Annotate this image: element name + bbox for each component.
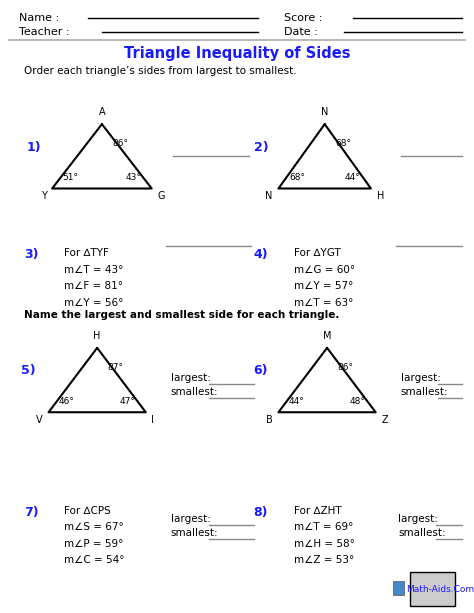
Text: For ∆ZHT: For ∆ZHT bbox=[294, 506, 341, 516]
Text: Score :: Score : bbox=[284, 13, 323, 23]
Text: 1): 1) bbox=[26, 140, 41, 154]
Text: Name the largest and smallest side for each triangle.: Name the largest and smallest side for e… bbox=[24, 310, 339, 319]
Text: m∠H = 58°: m∠H = 58° bbox=[294, 539, 355, 549]
Text: m∠Y = 56°: m∠Y = 56° bbox=[64, 298, 123, 308]
Text: 5): 5) bbox=[21, 364, 36, 378]
Text: 3): 3) bbox=[24, 248, 38, 261]
Text: m∠T = 63°: m∠T = 63° bbox=[294, 298, 353, 308]
Text: 43°: 43° bbox=[126, 173, 141, 183]
Text: 87°: 87° bbox=[108, 363, 124, 372]
Text: largest:: largest: bbox=[171, 373, 210, 383]
Text: smallest:: smallest: bbox=[171, 528, 218, 538]
Text: Order each triangle’s sides from largest to smallest.: Order each triangle’s sides from largest… bbox=[24, 66, 296, 75]
Text: 44°: 44° bbox=[289, 397, 305, 406]
Text: 44°: 44° bbox=[345, 173, 360, 183]
Bar bbox=[393, 581, 404, 595]
Text: smallest:: smallest: bbox=[171, 387, 218, 397]
Text: largest:: largest: bbox=[398, 514, 438, 524]
Text: H: H bbox=[93, 331, 101, 341]
Bar bbox=[410, 572, 455, 606]
Text: For ∆TYF: For ∆TYF bbox=[64, 248, 109, 258]
Text: For ∆YGT: For ∆YGT bbox=[294, 248, 341, 258]
Text: 4): 4) bbox=[254, 248, 268, 261]
Text: Date :: Date : bbox=[284, 27, 318, 37]
Text: largest:: largest: bbox=[401, 373, 440, 383]
Text: m∠T = 43°: m∠T = 43° bbox=[64, 265, 123, 275]
Text: 8): 8) bbox=[254, 506, 268, 519]
Text: N: N bbox=[265, 191, 273, 201]
Text: m∠C = 54°: m∠C = 54° bbox=[64, 555, 125, 565]
Text: m∠T = 69°: m∠T = 69° bbox=[294, 522, 353, 532]
Text: m∠P = 59°: m∠P = 59° bbox=[64, 539, 123, 549]
Text: 6): 6) bbox=[254, 364, 268, 378]
Text: 48°: 48° bbox=[349, 397, 365, 406]
Text: smallest:: smallest: bbox=[398, 528, 446, 538]
Text: 46°: 46° bbox=[59, 397, 75, 406]
Text: Triangle Inequality of Sides: Triangle Inequality of Sides bbox=[124, 46, 350, 61]
Text: A: A bbox=[99, 107, 105, 118]
Text: m∠S = 67°: m∠S = 67° bbox=[64, 522, 124, 532]
Text: m∠F = 81°: m∠F = 81° bbox=[64, 281, 123, 291]
Text: smallest:: smallest: bbox=[401, 387, 448, 397]
Text: 51°: 51° bbox=[63, 173, 79, 183]
Text: Teacher :: Teacher : bbox=[19, 27, 70, 37]
Text: N: N bbox=[321, 107, 328, 118]
Text: 2): 2) bbox=[254, 140, 268, 154]
Text: 86°: 86° bbox=[337, 363, 354, 372]
Text: V: V bbox=[36, 414, 43, 425]
Text: m∠Y = 57°: m∠Y = 57° bbox=[294, 281, 353, 291]
Text: B: B bbox=[266, 414, 273, 425]
Text: 47°: 47° bbox=[119, 397, 136, 406]
Text: H: H bbox=[376, 191, 384, 201]
Text: m∠G = 60°: m∠G = 60° bbox=[294, 265, 355, 275]
Text: M: M bbox=[323, 331, 331, 341]
Text: G: G bbox=[157, 191, 165, 201]
Text: largest:: largest: bbox=[171, 514, 210, 524]
Text: 86°: 86° bbox=[112, 140, 128, 148]
Text: Y: Y bbox=[41, 191, 46, 201]
Text: m∠Z = 53°: m∠Z = 53° bbox=[294, 555, 354, 565]
Text: I: I bbox=[152, 414, 155, 425]
Text: 7): 7) bbox=[24, 506, 38, 519]
Text: 68°: 68° bbox=[335, 140, 351, 148]
Text: 68°: 68° bbox=[289, 173, 305, 183]
Text: For ∆CPS: For ∆CPS bbox=[64, 506, 111, 516]
Text: Name :: Name : bbox=[19, 13, 59, 23]
Text: Z: Z bbox=[381, 414, 388, 425]
Text: Math-Aids.Com: Math-Aids.Com bbox=[406, 585, 474, 594]
